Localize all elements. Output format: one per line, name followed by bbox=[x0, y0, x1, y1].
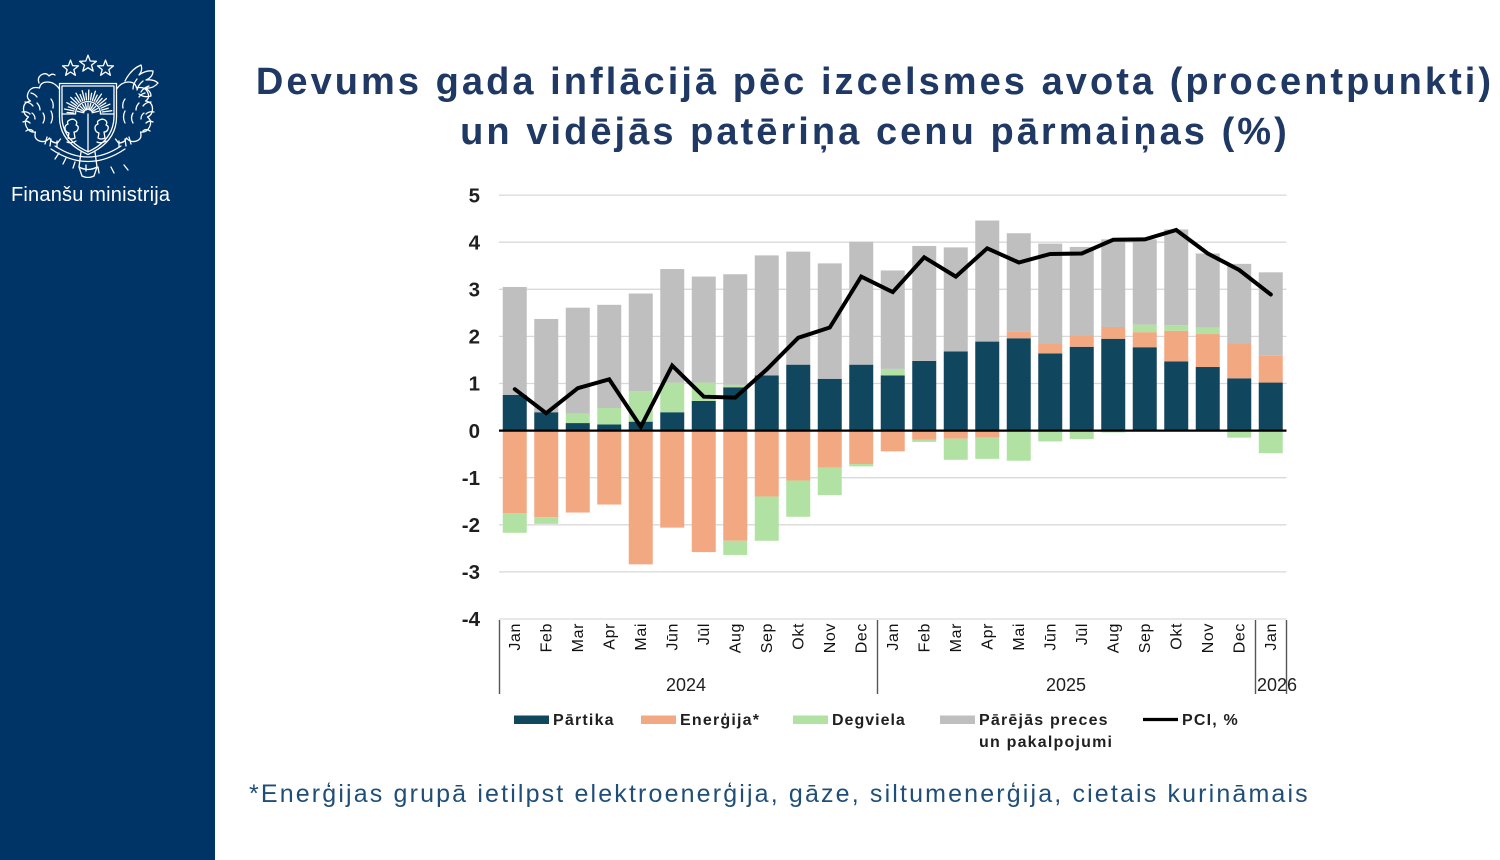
svg-text:Nov: Nov bbox=[822, 623, 839, 653]
svg-text:PCI, %: PCI, % bbox=[1182, 712, 1239, 729]
svg-text:Jan: Jan bbox=[885, 623, 902, 651]
svg-text:Jan: Jan bbox=[1263, 623, 1280, 651]
svg-text:Jan: Jan bbox=[507, 623, 524, 651]
svg-text:Mai: Mai bbox=[1011, 623, 1028, 651]
svg-text:Okt: Okt bbox=[791, 623, 808, 650]
svg-text:Nov: Nov bbox=[1200, 623, 1217, 653]
svg-text:-4: -4 bbox=[462, 608, 481, 631]
svg-text:-3: -3 bbox=[462, 561, 480, 584]
svg-text:Apr: Apr bbox=[980, 623, 997, 650]
svg-text:Jūn: Jūn bbox=[665, 623, 682, 651]
svg-text:-2: -2 bbox=[462, 514, 480, 537]
svg-text:Pārtika: Pārtika bbox=[553, 712, 615, 729]
svg-text:Aug: Aug bbox=[1106, 623, 1123, 653]
svg-text:Aug: Aug bbox=[728, 623, 745, 653]
svg-text:2: 2 bbox=[469, 326, 480, 349]
svg-text:un pakalpojumi: un pakalpojumi bbox=[979, 734, 1113, 751]
svg-text:Mar: Mar bbox=[948, 623, 965, 652]
svg-text:Dec: Dec bbox=[1232, 623, 1249, 653]
svg-text:Jūl: Jūl bbox=[1074, 623, 1091, 645]
svg-text:Enerģija*: Enerģija* bbox=[680, 711, 760, 729]
svg-text:Dec: Dec bbox=[854, 623, 871, 653]
svg-text:Okt: Okt bbox=[1169, 623, 1186, 650]
svg-text:Feb: Feb bbox=[917, 623, 934, 652]
svg-text:1: 1 bbox=[469, 373, 480, 396]
svg-text:4: 4 bbox=[469, 231, 481, 254]
svg-text:Mai: Mai bbox=[633, 623, 650, 651]
svg-text:0: 0 bbox=[469, 420, 480, 443]
svg-text:Pārējās preces: Pārējās preces bbox=[979, 712, 1109, 729]
svg-text:Jūl: Jūl bbox=[696, 623, 713, 645]
svg-text:5: 5 bbox=[469, 184, 480, 207]
svg-text:Sep: Sep bbox=[1137, 623, 1154, 653]
svg-text:Jūn: Jūn bbox=[1043, 623, 1060, 651]
svg-text:Sep: Sep bbox=[759, 623, 776, 653]
svg-text:2024: 2024 bbox=[666, 675, 706, 695]
svg-text:2025: 2025 bbox=[1046, 675, 1086, 695]
svg-text:Mar: Mar bbox=[570, 623, 587, 652]
svg-text:Apr: Apr bbox=[602, 623, 619, 650]
svg-text:3: 3 bbox=[469, 279, 480, 302]
svg-text:Degviela: Degviela bbox=[832, 712, 906, 729]
svg-text:Feb: Feb bbox=[539, 623, 556, 652]
svg-text:2026: 2026 bbox=[1257, 675, 1297, 695]
svg-text:-1: -1 bbox=[462, 467, 480, 490]
